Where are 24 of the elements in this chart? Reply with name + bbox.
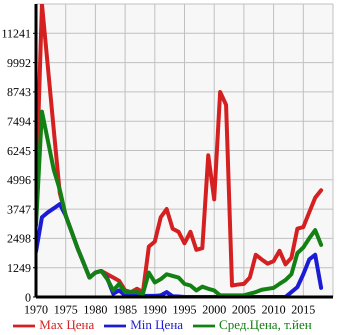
legend-label: Max Цена (39, 316, 94, 332)
y-tick-label: 3747 (7, 202, 31, 216)
x-tick-label: 2000 (202, 302, 226, 317)
x-tick-label: 1990 (142, 302, 167, 317)
y-tick-label: 8743 (7, 85, 31, 100)
y-tick-label: 0 (25, 290, 31, 304)
y-tick-label: 11241 (1, 26, 31, 41)
y-tick-label: 1249 (7, 260, 31, 275)
y-tick-label: 9992 (7, 56, 31, 70)
y-tick-label: 6245 (7, 144, 31, 158)
x-tick-label: 1980 (83, 302, 108, 317)
legend-label: Min Цена (130, 316, 184, 332)
x-tick-label: 2005 (232, 302, 256, 317)
x-tick-label: 1975 (54, 302, 78, 317)
x-tick-label: 1985 (113, 302, 138, 317)
line-series (36, 110, 324, 297)
x-tick-label: 1995 (172, 302, 196, 317)
y-tick-label: 7494 (7, 114, 31, 128)
legend-label: Сред.Цена, т.йен (219, 316, 312, 332)
x-tick-label: 2010 (262, 302, 286, 317)
y-tick-label: 2498 (7, 232, 31, 246)
x-tick-label: 1970 (24, 302, 48, 317)
x-tick-label: 2015 (291, 302, 316, 317)
y-tick-label: 4996 (7, 173, 31, 188)
